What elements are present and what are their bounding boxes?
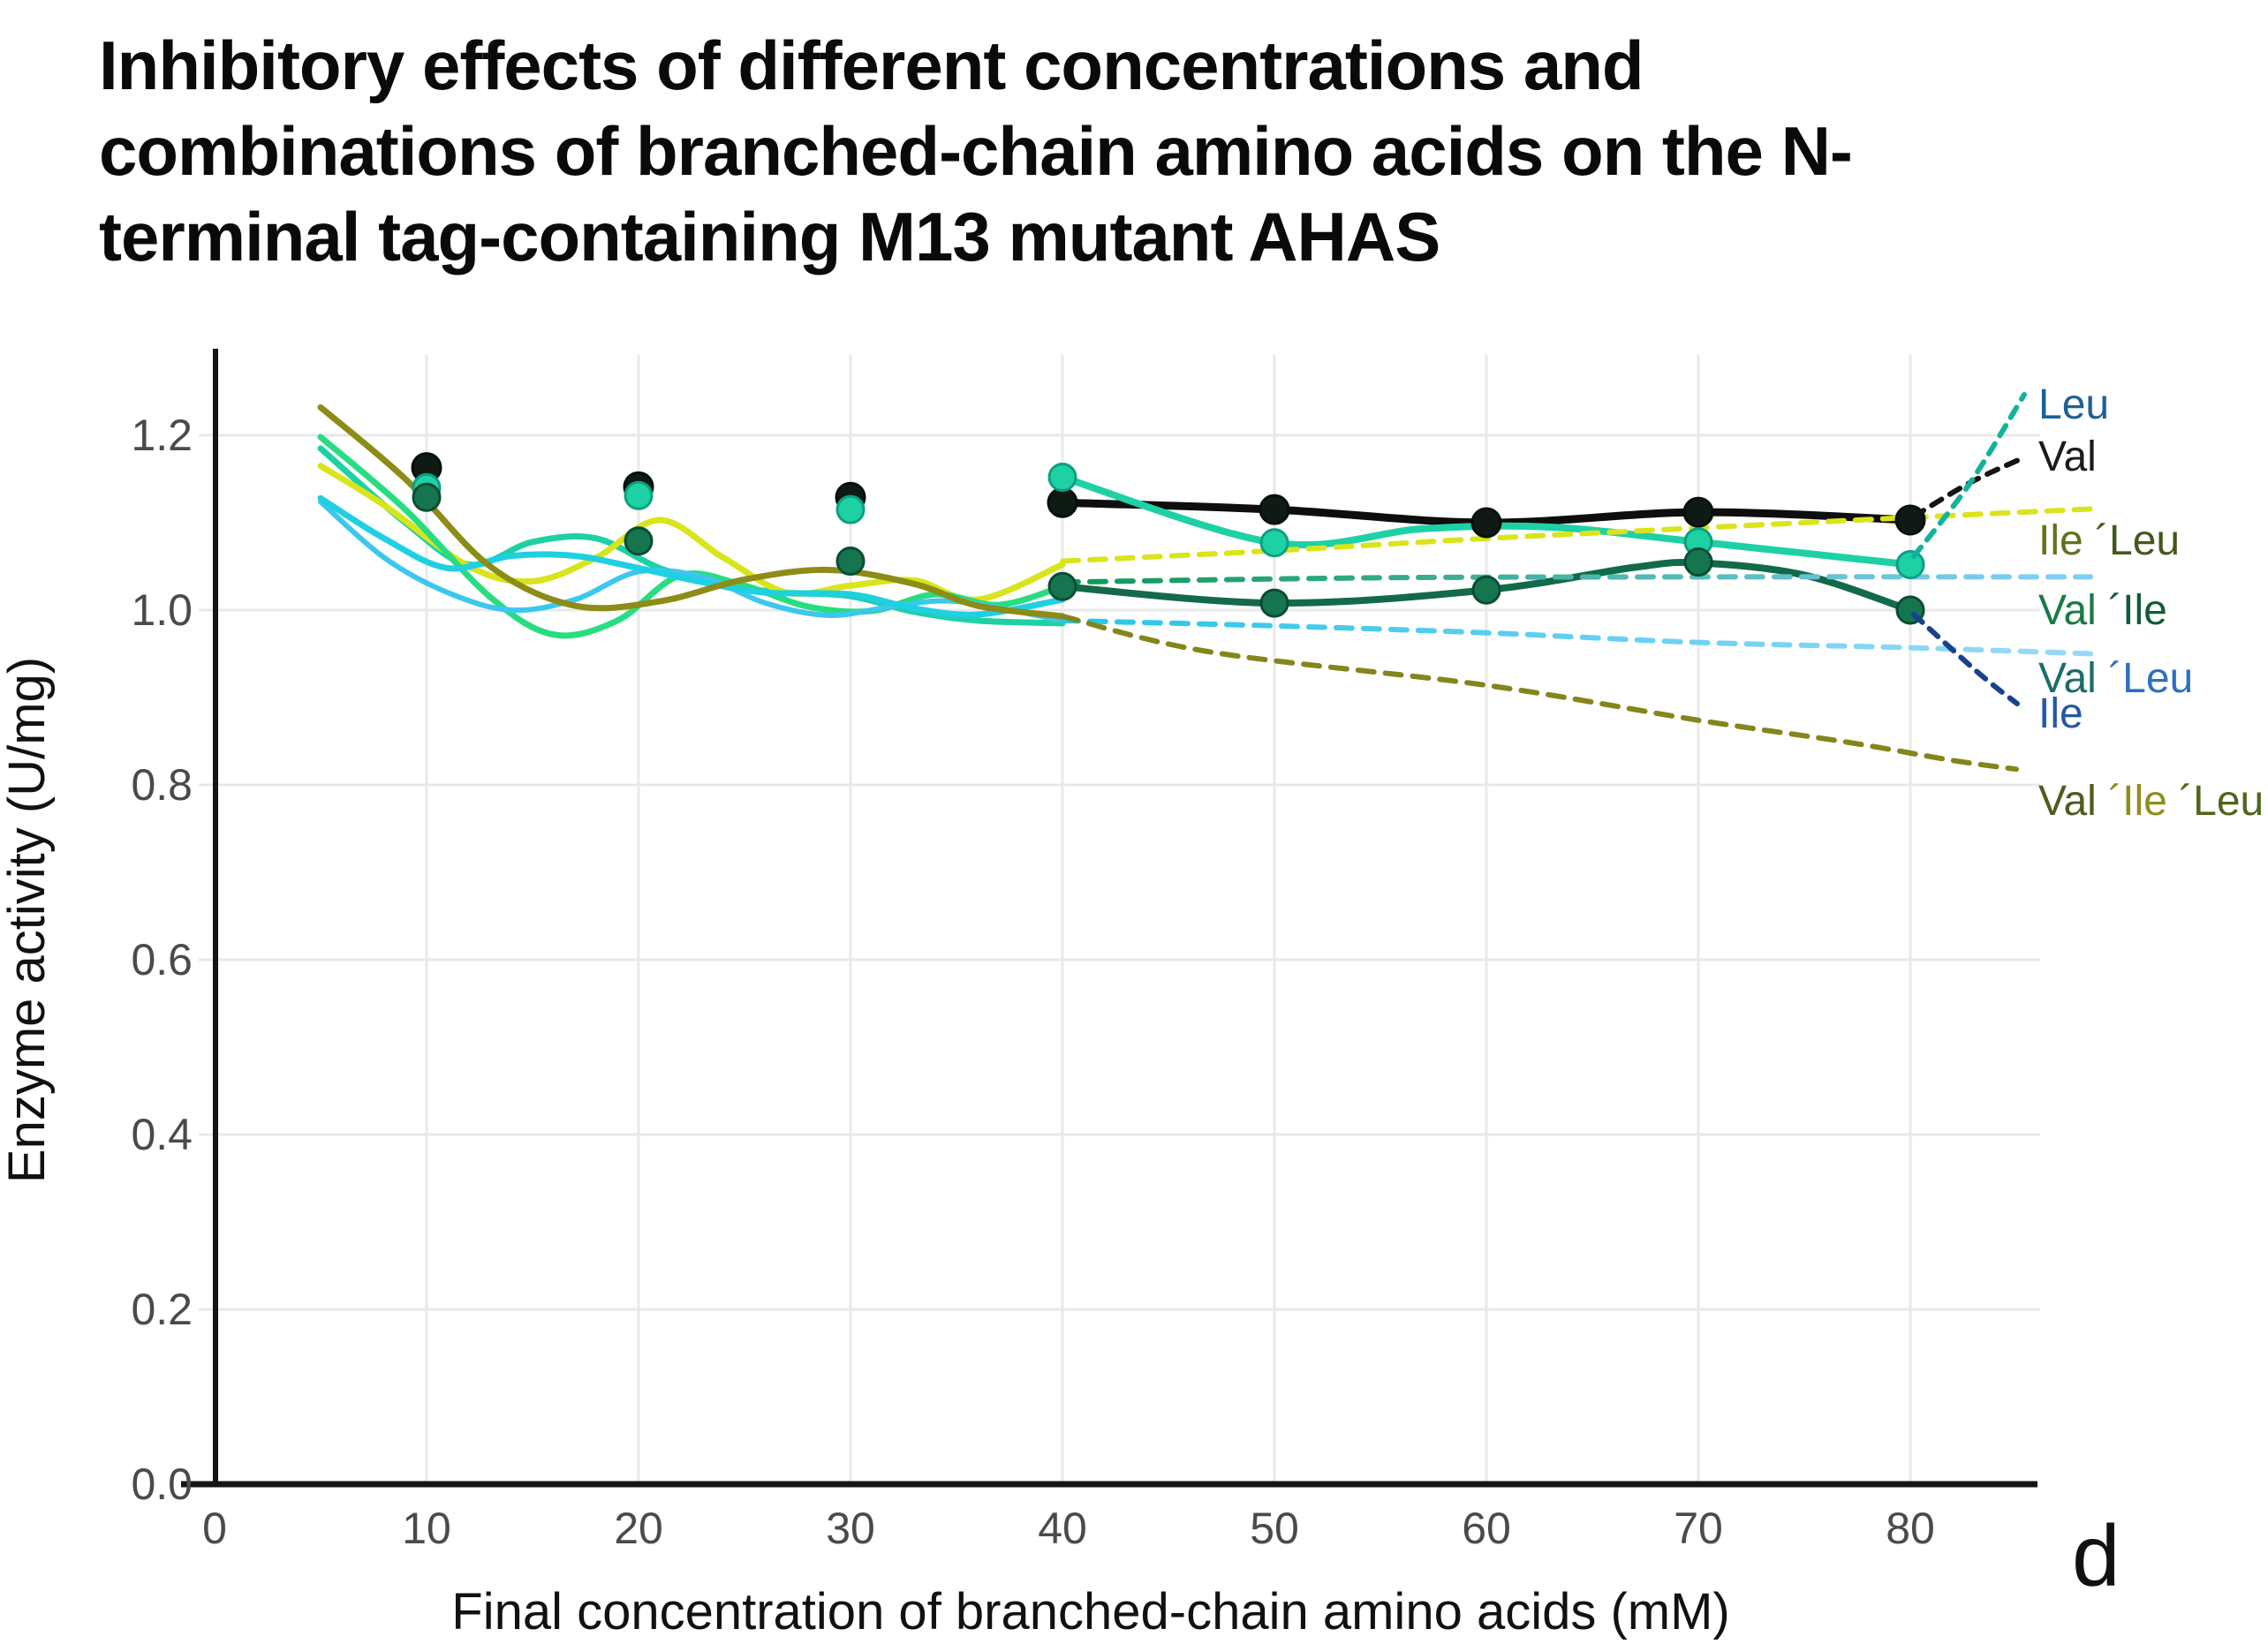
val-data-point — [1259, 494, 1290, 525]
val_ile-series-label-part: Val — [2038, 587, 2108, 634]
y-tick-label: 1.0 — [131, 585, 193, 635]
val_ile_leu-dashed-line — [1060, 613, 2019, 773]
y-tick-label: 0.0 — [131, 1459, 193, 1509]
y-tick-label: 0.4 — [131, 1110, 193, 1159]
y-tick-label: 0.2 — [131, 1285, 193, 1334]
leu-data-point — [1047, 463, 1077, 493]
x-tick-label: 0 — [202, 1504, 227, 1553]
chart-title: Inhibitory effects of different concentr… — [99, 23, 1853, 280]
val_ile-data-point — [1259, 588, 1289, 618]
val-series-label: Val — [2038, 434, 2097, 480]
ile_leu-series-label: Ile ´Leu — [2038, 517, 2180, 564]
val_leu-series-label: Val ´Leu — [2038, 655, 2193, 702]
leu-series-label-part: Leu — [2038, 381, 2109, 428]
val_leu-series-label-part: Val — [2038, 655, 2108, 702]
val-data-point — [1682, 496, 1714, 528]
ile_leu-dashed-line — [1060, 506, 2100, 564]
val_ile_leu-series-label-part: ´Leu — [2179, 778, 2264, 825]
y-tick-label: 0.8 — [131, 760, 193, 810]
val-data-point — [1470, 507, 1502, 539]
leu-leader-line — [1911, 392, 2027, 559]
axis-tick-labels: 0 10 20 30 40 50 60 70 80 0.0 0.2 0.4 0.6 0.8 1.0 1.2 — [131, 411, 1934, 1553]
leu-data-point — [1259, 528, 1289, 558]
x-tick-label: 60 — [1462, 1504, 1511, 1553]
val_ile-data-point — [624, 526, 654, 556]
val_leu-series-label-part: ´Leu — [2108, 655, 2193, 702]
ile-series-label: Ile — [2038, 690, 2083, 737]
x-tick-label: 30 — [826, 1504, 875, 1553]
chart-title-line2: combinations of branched-chain amino aci… — [99, 112, 1853, 190]
y-tick-label: 1.2 — [131, 411, 193, 460]
x-tick-label: 80 — [1886, 1504, 1935, 1553]
val_ile-data-point — [1047, 571, 1077, 601]
leu-data-point — [624, 480, 654, 510]
label-leader-lines — [1911, 392, 2027, 706]
ile-line — [317, 494, 1066, 618]
x-tick-label: 20 — [614, 1504, 663, 1553]
val-series-label-part: Val — [2038, 434, 2097, 480]
chart-title-line1: Inhibitory effects of different concentr… — [99, 26, 1644, 104]
x-tick-label: 50 — [1250, 1504, 1299, 1553]
val_leu-line — [318, 499, 1065, 623]
series-markers — [411, 452, 1926, 625]
ile_leu-series-label-part: Ile — [2038, 517, 2095, 564]
chart-title-line3: terminal tag-containing M13 mutant AHAS — [99, 198, 1440, 275]
ile_leu-series-label-part: ´Leu — [2095, 517, 2180, 564]
ile-leader-line — [1911, 612, 2020, 706]
val_ile-data-point — [1683, 547, 1713, 577]
val_ile-data-point — [1471, 575, 1501, 605]
x-tick-label: 40 — [1038, 1504, 1087, 1553]
leu-data-point — [1895, 550, 1925, 580]
val_ile-series-label-part: ´Ile — [2108, 587, 2167, 634]
series-lines — [317, 403, 2100, 773]
val_ile-data-point — [835, 547, 866, 577]
val_ile-data-point — [412, 482, 442, 512]
ile-series-label-part: Ile — [2038, 690, 2083, 737]
y-axis-title: Enzyme activity (U/mg) — [0, 657, 56, 1183]
leu-series-label: Leu — [2038, 381, 2109, 428]
val_ile-series-label: Val ´Ile — [2038, 587, 2167, 634]
val_ile-dashed-line — [1060, 574, 2093, 585]
x-axis-title: Final concentration of branched-chain am… — [451, 1583, 1729, 1640]
x-tick-label: 70 — [1674, 1504, 1723, 1553]
axis-lines — [181, 349, 2037, 1488]
val_leu-dashed-line — [1060, 617, 2093, 657]
val-data-point — [1047, 486, 1078, 518]
x-tick-label: 10 — [402, 1504, 451, 1553]
panel-letter-label: d — [2072, 1507, 2121, 1604]
val_ile_leu-series-label-part: ´Ile — [2108, 778, 2179, 825]
leu-data-point — [835, 494, 866, 524]
val_ile_leu-series-label-part: Val — [2038, 778, 2108, 825]
y-tick-label: 0.6 — [131, 935, 193, 984]
val_ile_leu-series-label: Val ´Ile ´Leu — [2038, 778, 2264, 825]
